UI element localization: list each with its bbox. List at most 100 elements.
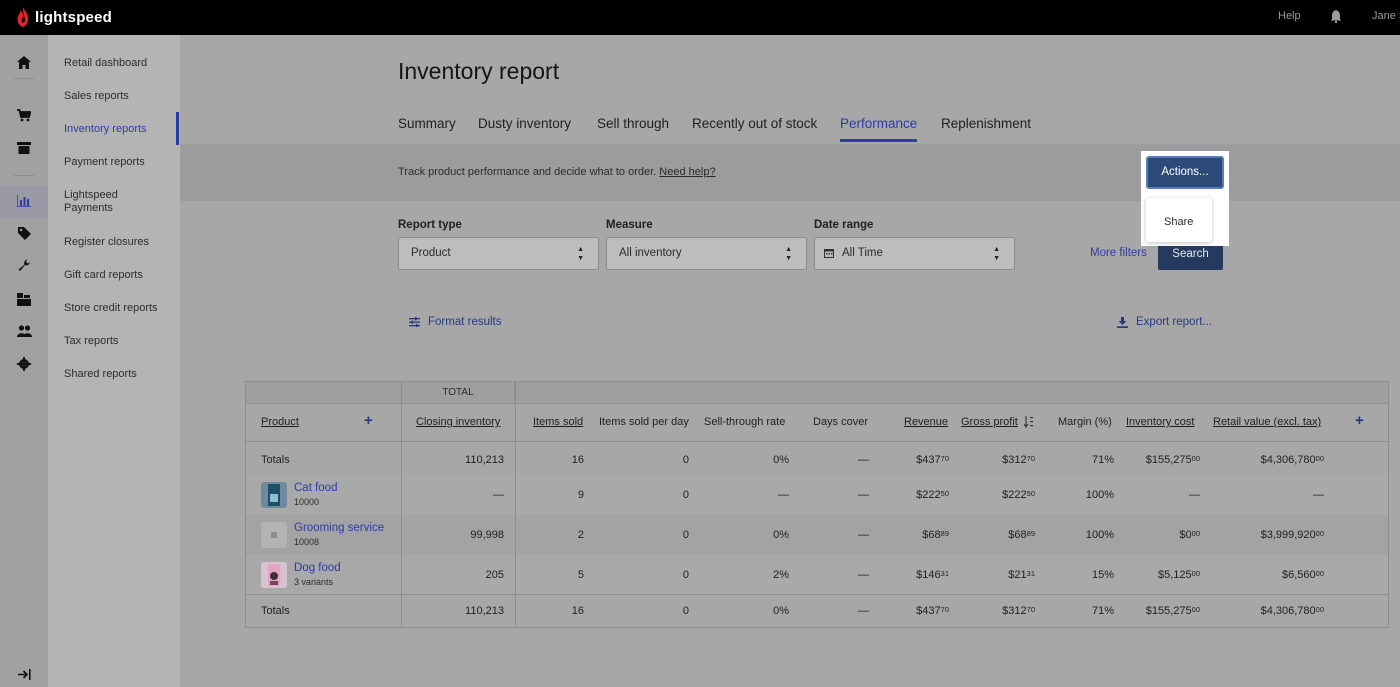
sidebar-item-store-credit-reports[interactable]: Store credit reports (64, 302, 158, 314)
need-help-link[interactable]: Need help? (659, 166, 716, 178)
measure-select[interactable]: All inventory ▲ ▼ (606, 237, 807, 270)
lightspeed-logo[interactable]: lightspeed (16, 7, 112, 27)
table-row-totals: Totals 110,213 16 0 0% — $43770 $31270 7… (246, 595, 1388, 627)
column-divider (515, 382, 516, 627)
description-text: Track product performance and decide wha… (398, 166, 657, 178)
retail-dollars: $4,306,780 (1260, 605, 1316, 617)
cell-inventory-cost: $000 (1179, 529, 1200, 541)
col-items-sold[interactable]: Items sold (533, 416, 584, 428)
actions-button[interactable]: Actions... (1146, 156, 1224, 189)
cost-cents: 00 (1191, 454, 1200, 463)
cell-per-day: 0 (682, 605, 689, 617)
col-margin[interactable]: Margin (%) (1058, 416, 1112, 428)
share-menu-item[interactable]: Share (1164, 216, 1194, 228)
col-product[interactable]: Product (261, 416, 299, 428)
cart-icon[interactable] (16, 107, 32, 123)
product-name[interactable]: Grooming service (294, 522, 385, 534)
cost-cents: 00 (1191, 529, 1200, 538)
product-name-link[interactable]: Dog food (294, 562, 341, 574)
measure-value: All inventory (619, 247, 682, 259)
revenue-dollars: $222 (916, 489, 941, 501)
cell-revenue: $6889 (922, 529, 949, 541)
product-name[interactable]: Cat food (294, 482, 338, 494)
cell-margin: 15% (1091, 569, 1114, 581)
add-column-icon[interactable]: + (1355, 412, 1364, 429)
sidebar-item-register-closures[interactable]: Register closures (64, 236, 149, 248)
profit-dollars: $312 (1002, 454, 1027, 466)
help-link[interactable]: Help (1278, 10, 1301, 22)
col-closing-inventory[interactable]: Closing inventory (416, 416, 501, 428)
cell-revenue: $14631 (916, 569, 949, 581)
cell-sell-through: — (778, 489, 789, 501)
select-arrows-icon: ▲ ▼ (577, 246, 584, 262)
retail-cents: 00 (1315, 569, 1324, 578)
sidebar-item-sales-reports[interactable]: Sales reports (64, 90, 129, 102)
sidebar-item-gift-card-reports[interactable]: Gift card reports (64, 269, 143, 281)
download-icon (1117, 316, 1128, 328)
table-row: Grooming service 10008 99,998 2 0 0% — $… (246, 515, 1388, 555)
cell-days-cover: — (858, 529, 869, 541)
active-item-marker (176, 112, 179, 145)
col-sell-through-rate[interactable]: Sell-through rate (704, 416, 786, 428)
retail-dollars: $4,306,780 (1260, 454, 1316, 466)
date-range-label: Date range (814, 219, 874, 231)
wrench-icon[interactable] (16, 257, 32, 273)
product-name-link[interactable]: Cat food (294, 482, 337, 494)
retail-dollars: $6,560 (1282, 569, 1316, 581)
cell-sell-through: 0% (773, 605, 789, 617)
product-sku: 10000 (294, 497, 320, 507)
tab-replenishment[interactable]: Replenishment (941, 116, 1032, 131)
inventory-icon[interactable] (16, 291, 32, 307)
customers-icon[interactable] (16, 323, 32, 339)
tab-dusty-inventory[interactable]: Dusty inventory (478, 116, 572, 131)
expand-icon[interactable] (16, 666, 32, 682)
product-name[interactable]: Dog food (294, 562, 341, 574)
bell-icon[interactable] (1330, 10, 1342, 26)
column-divider (401, 382, 402, 627)
tab-sell-through[interactable]: Sell through (597, 116, 670, 131)
sidebar-item-shared-reports[interactable]: Shared reports (64, 368, 137, 380)
format-results-button[interactable]: Format results (409, 316, 502, 328)
cell-sell-through: 0% (773, 529, 789, 541)
profit-cents: 70 (1026, 454, 1035, 463)
sort-descending-icon[interactable] (1023, 416, 1034, 431)
export-report-button[interactable]: Export report... (1117, 316, 1212, 328)
date-range-select[interactable]: All Time ▲ ▼ (814, 237, 1015, 270)
col-revenue[interactable]: Revenue (904, 416, 949, 428)
cell-margin: 71% (1091, 605, 1114, 617)
user-menu[interactable]: Jane S (1372, 10, 1400, 22)
add-grouping-icon[interactable]: + (364, 412, 373, 429)
cell-sold: 5 (577, 569, 584, 581)
reports-icon[interactable] (16, 193, 32, 209)
tab-recently-out-of-stock[interactable]: Recently out of stock (692, 116, 818, 131)
register-icon[interactable] (16, 140, 32, 156)
col-retail-value[interactable]: Retail value (excl. tax) (1213, 416, 1322, 428)
revenue-dollars: $437 (916, 605, 941, 617)
cost-dollars: $155,275 (1145, 605, 1192, 617)
col-gross-profit[interactable]: Gross profit (961, 416, 1018, 428)
sidebar-item-payment-reports[interactable]: Payment reports (64, 156, 145, 168)
cell-margin: 100% (1085, 489, 1114, 501)
cell-gross-profit: $6889 (1008, 529, 1035, 541)
sidebar-item-lightspeed-payments[interactable]: Lightspeed Payments (64, 189, 118, 214)
cell-days-cover: — (858, 569, 869, 581)
col-items-sold-per-day[interactable]: Items sold per day (599, 416, 689, 428)
col-inventory-cost[interactable]: Inventory cost (1126, 416, 1195, 428)
date-range-value: All Time (842, 247, 883, 259)
sidebar-item-retail-dashboard[interactable]: Retail dashboard (64, 57, 148, 69)
col-days-cover[interactable]: Days cover (813, 416, 869, 428)
tag-icon[interactable] (16, 225, 32, 241)
more-filters-link[interactable]: More filters (1090, 247, 1147, 259)
report-type-select[interactable]: Product ▲ ▼ (398, 237, 599, 270)
actions-menu: Share (1146, 198, 1212, 242)
cell-retail-value: $4,306,78000 (1261, 454, 1324, 466)
revenue-dollars: $146 (916, 569, 941, 581)
sidebar-item-tax-reports[interactable]: Tax reports (64, 335, 119, 347)
product-name-link[interactable]: Grooming service (294, 522, 384, 534)
tab-performance[interactable]: Performance (840, 116, 918, 131)
tab-summary[interactable]: Summary (398, 116, 456, 131)
settings-icon[interactable] (16, 356, 32, 372)
sidebar-item-inventory-reports[interactable]: Inventory reports (64, 123, 147, 135)
home-icon[interactable] (16, 54, 32, 70)
table-row: Dog food 3 variants 205 5 0 2% — $14631 … (246, 555, 1388, 595)
